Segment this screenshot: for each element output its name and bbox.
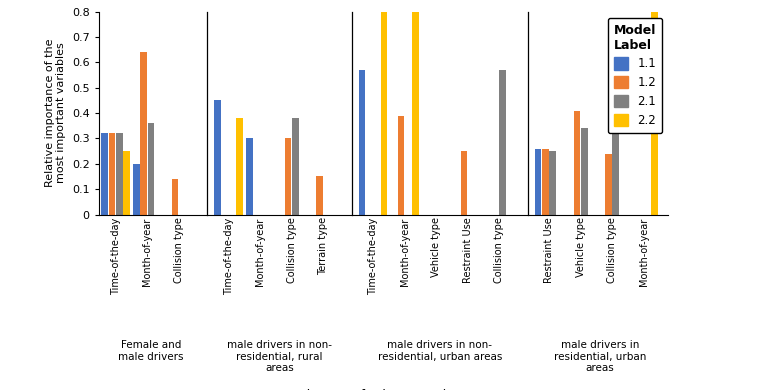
Bar (172, 179, 178, 215)
Text: male drivers in
residential, urban
areas: male drivers in residential, urban areas (554, 340, 646, 374)
Bar (613, 133, 619, 215)
Bar (140, 52, 147, 214)
Bar (133, 164, 140, 214)
Bar (581, 128, 587, 214)
Bar (123, 151, 130, 215)
Bar (214, 101, 221, 214)
Bar (246, 138, 253, 214)
Bar (651, 12, 658, 214)
Bar (412, 12, 419, 214)
Legend: 1.1, 1.2, 2.1, 2.2: 1.1, 1.2, 2.1, 2.2 (608, 18, 662, 133)
Bar (574, 111, 580, 214)
X-axis label: Clusters of Tehran province: Clusters of Tehran province (298, 389, 469, 390)
Bar (550, 151, 556, 215)
Bar (380, 12, 387, 214)
Bar (605, 154, 612, 214)
Text: male drivers in non-
residential, rural
areas: male drivers in non- residential, rural … (227, 340, 332, 374)
Bar (102, 133, 108, 215)
Bar (109, 133, 115, 215)
Y-axis label: Relative importance of the
most important variables: Relative importance of the most importan… (45, 39, 66, 187)
Bar (147, 123, 154, 214)
Bar (236, 118, 243, 215)
Bar (317, 176, 323, 214)
Bar (285, 138, 291, 214)
Bar (499, 70, 506, 214)
Text: male drivers in non-
residential, urban areas: male drivers in non- residential, urban … (377, 340, 502, 362)
Bar (461, 151, 468, 215)
Bar (292, 118, 298, 215)
Text: Female and
male drivers: Female and male drivers (118, 340, 184, 362)
Bar (398, 115, 405, 214)
Bar (534, 149, 541, 214)
Bar (542, 149, 549, 214)
Bar (116, 133, 123, 215)
Bar (359, 70, 365, 214)
